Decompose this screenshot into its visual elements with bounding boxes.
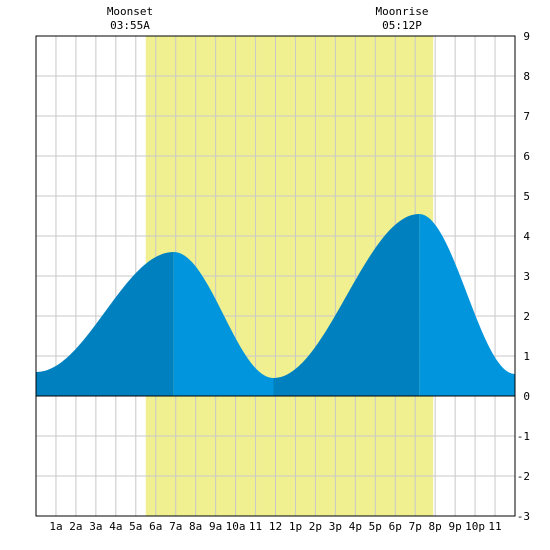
tide-area-rising xyxy=(36,252,174,396)
y-tick-label: 3 xyxy=(523,270,530,283)
moonset-label: Moonset xyxy=(107,5,153,18)
x-tick-label: 1a xyxy=(49,520,62,533)
y-tick-label: 8 xyxy=(523,70,530,83)
y-tick-label: 4 xyxy=(523,230,530,243)
moonrise-label: Moonrise xyxy=(376,5,429,18)
x-tick-label: 2p xyxy=(309,520,322,533)
plot-frame xyxy=(35,35,516,517)
y-tick-label: 5 xyxy=(523,190,530,203)
x-tick-label: 8a xyxy=(189,520,202,533)
moonrise-time: 05:12P xyxy=(382,19,422,32)
x-tick-label: 7a xyxy=(169,520,182,533)
x-tick-label: 3p xyxy=(329,520,342,533)
x-tick-label: 3a xyxy=(89,520,102,533)
moonset-time: 03:55A xyxy=(110,19,150,32)
x-tick-label: 11 xyxy=(488,520,501,533)
x-tick-label: 10p xyxy=(465,520,485,533)
x-tick-label: 12 xyxy=(269,520,282,533)
x-tick-label: 7p xyxy=(409,520,422,533)
x-tick-label: 5p xyxy=(369,520,382,533)
x-tick-label: 11 xyxy=(249,520,262,533)
y-tick-label: 7 xyxy=(523,110,530,123)
x-tick-label: 6p xyxy=(389,520,402,533)
tide-area-falling xyxy=(419,214,515,396)
x-tick-label: 4a xyxy=(109,520,122,533)
x-tick-label: 4p xyxy=(349,520,362,533)
y-tick-label: -3 xyxy=(517,510,530,523)
y-tick-label: 1 xyxy=(523,350,530,363)
y-tick-label: -1 xyxy=(517,430,530,443)
tide-area-rising xyxy=(273,214,420,396)
x-tick-label: 5a xyxy=(129,520,142,533)
tide-area-falling xyxy=(173,252,274,396)
y-tick-label: 2 xyxy=(523,310,530,323)
x-tick-label: 9a xyxy=(209,520,222,533)
y-tick-label: 0 xyxy=(523,390,530,403)
x-tick-label: 10a xyxy=(226,520,246,533)
x-tick-label: 1p xyxy=(289,520,302,533)
x-tick-label: 8p xyxy=(429,520,442,533)
y-tick-label: -2 xyxy=(517,470,530,483)
x-tick-label: 6a xyxy=(149,520,162,533)
x-tick-label: 9p xyxy=(449,520,462,533)
x-tick-label: 2a xyxy=(69,520,82,533)
y-tick-label: 6 xyxy=(523,150,530,163)
y-tick-label: 9 xyxy=(523,30,530,43)
